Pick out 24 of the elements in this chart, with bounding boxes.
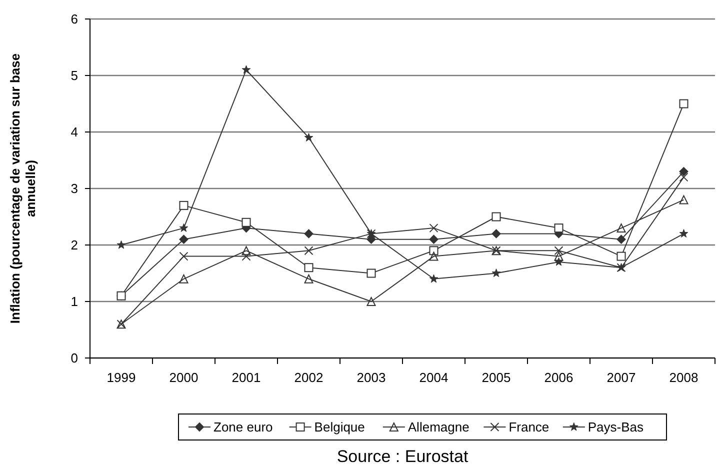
x-tick-label: 2000	[169, 370, 198, 385]
legend-label: France	[508, 420, 550, 435]
y-tick-label: 0	[70, 350, 78, 366]
y-tick-label: 6	[70, 12, 78, 27]
x-tick-label: 2006	[544, 370, 574, 385]
x-tick-label: 2005	[482, 370, 511, 385]
y-tick-label: 2	[70, 238, 78, 253]
y-tick-label: 5	[70, 68, 78, 84]
source-note: Source : Eurostat	[336, 447, 468, 466]
x-tick-label: 1999	[106, 370, 136, 385]
legend-label: Pays-Bas	[588, 420, 644, 435]
y-tick-label: 1	[70, 294, 78, 310]
x-tick-label: 2002	[294, 370, 324, 385]
x-tick-label: 2004	[419, 370, 448, 385]
x-tick-label: 2007	[606, 370, 636, 385]
x-tick-label: 2003	[356, 370, 386, 385]
x-tick-label: 2001	[232, 370, 261, 385]
legend-label: Belgique	[314, 420, 365, 435]
legend-label: Allemagne	[408, 420, 470, 435]
x-tick-label: 2008	[669, 370, 698, 385]
y-tick-label: 3	[70, 181, 78, 196]
y-tick-label: 4	[70, 124, 78, 140]
legend-label: Zone euro	[214, 420, 273, 435]
y-axis-title: Inflation (pourcentage de variation sur base annuelle)	[7, 53, 38, 324]
